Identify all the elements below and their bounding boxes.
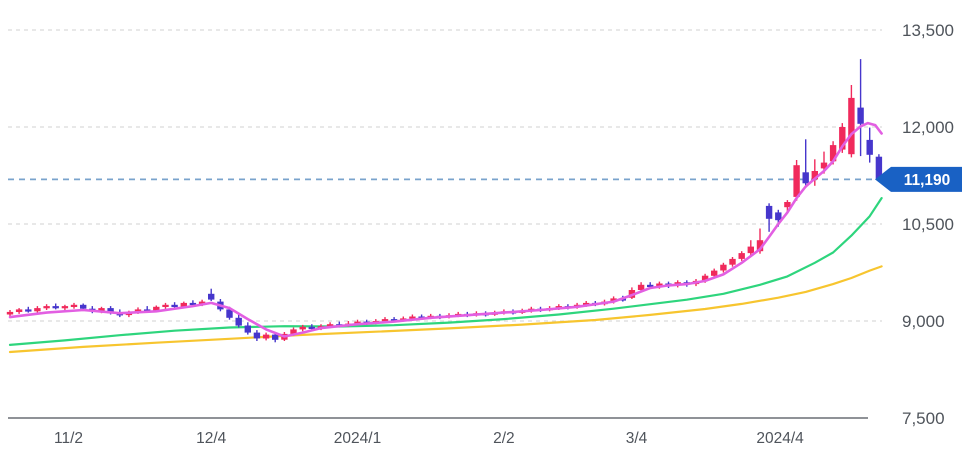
y-axis-label: 7,500 (902, 409, 945, 428)
ma-short-line (8, 121, 883, 338)
candle (848, 85, 855, 158)
candle (262, 332, 270, 341)
x-axis-label: 3/4 (626, 430, 648, 447)
candle (34, 306, 41, 313)
y-axis-label: 12,000 (902, 118, 954, 137)
candle (52, 303, 59, 310)
x-axis-label: 2/2 (493, 430, 515, 447)
candle (747, 240, 754, 255)
candle (299, 324, 306, 332)
x-axis-label: 2024/1 (334, 430, 381, 447)
candle (272, 333, 279, 343)
candle (208, 288, 215, 301)
current-price-badge: 11,190 (875, 166, 962, 192)
x-axis-label: 11/2 (54, 430, 83, 447)
x-axis-label: 12/4 (196, 430, 227, 447)
candle (793, 160, 800, 201)
candle (162, 302, 169, 310)
ma-mid-line (8, 197, 883, 346)
candle (729, 257, 736, 267)
y-axis-label: 13,500 (902, 21, 954, 40)
candle (15, 308, 23, 314)
candle (711, 268, 718, 278)
y-axis-label: 10,500 (902, 215, 954, 234)
candle (70, 302, 78, 309)
ma-long-line (8, 265, 883, 354)
candle (25, 306, 32, 313)
candle (811, 159, 818, 186)
y-axis-label: 9,000 (902, 312, 945, 331)
candle (244, 322, 251, 335)
candle (61, 304, 69, 311)
candle (802, 139, 809, 188)
candle (235, 314, 242, 328)
candle (765, 203, 773, 232)
current-price-value: 11,190 (904, 172, 951, 189)
candle (857, 59, 864, 157)
candle (253, 330, 261, 341)
x-axis-label: 2024/4 (756, 430, 804, 447)
candle (866, 127, 873, 163)
candle (43, 304, 50, 310)
candle (720, 262, 727, 273)
candle (738, 251, 745, 261)
